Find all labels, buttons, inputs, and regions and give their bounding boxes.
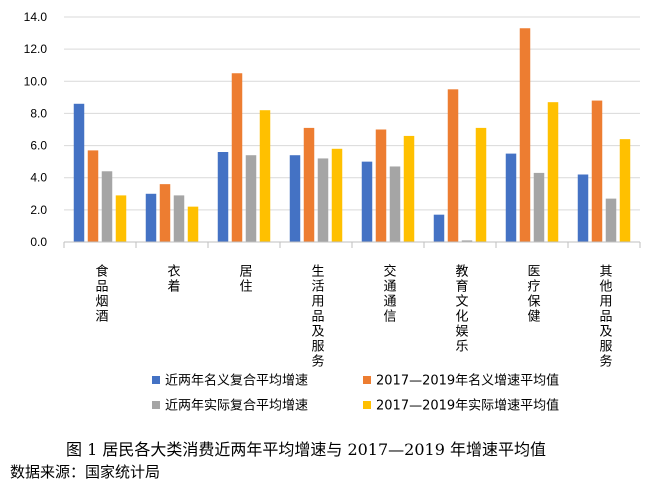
bar: [331, 148, 343, 242]
bar: [303, 127, 315, 242]
bar: [461, 240, 473, 242]
x-category-label: 居住: [237, 264, 253, 294]
x-category-label: 医疗保健: [525, 264, 541, 324]
bar-chart: 0.0 2.0 4.0 6.0 8.0 10.0 12.0 14.0 食品烟酒 衣着 居住 生活用品…: [24, 10, 641, 414]
bar: [547, 102, 559, 242]
y-axis: 0.0 2.0 4.0 6.0 8.0 10.0 12.0 14.0: [24, 10, 48, 249]
y-tick-label: 4.0: [30, 171, 47, 185]
bar: [577, 174, 589, 242]
y-tick-label: 10.0: [24, 74, 48, 88]
x-category-label: 生活用品及服务: [309, 264, 325, 369]
y-tick-label: 2.0: [30, 203, 47, 217]
bar: [475, 127, 487, 242]
y-tick-label: 0.0: [30, 235, 47, 249]
legend-swatch: [363, 401, 371, 409]
x-axis: 食品烟酒 衣着 居住 生活用品及服务 交通通信 教育文化娱乐 医疗保健 其他用品及服务: [63, 241, 641, 369]
bar: [447, 89, 459, 242]
bar: [361, 161, 373, 242]
bar: [101, 171, 113, 242]
bar: [145, 193, 157, 242]
bar: [159, 184, 171, 242]
bar: [533, 172, 545, 242]
bar: [505, 153, 517, 242]
x-category-label: 食品烟酒: [93, 263, 109, 324]
legend-swatch: [152, 376, 160, 384]
legend-swatch: [363, 376, 371, 384]
bar: [73, 103, 85, 243]
bar: [173, 195, 185, 242]
bar: [375, 129, 387, 242]
bar: [605, 198, 617, 242]
x-category-label: 衣着: [165, 263, 181, 294]
data-source: 数据来源：国家统计局: [10, 463, 161, 481]
figure-caption: 图 1 居民各大类消费近两年平均增速与 2017—2019 年增速平均值: [66, 440, 546, 459]
y-tick-label: 12.0: [24, 42, 48, 56]
bar: [317, 158, 329, 242]
bar: [519, 28, 531, 242]
bar: [115, 195, 127, 242]
bar: [619, 139, 631, 242]
y-tick-label: 6.0: [30, 139, 47, 153]
bar: [289, 155, 301, 242]
x-category-label: 其他用品及服务: [597, 264, 613, 369]
bar: [389, 166, 401, 242]
x-category-label: 教育文化娱乐: [453, 263, 469, 354]
legend-label: 2017—2019年实际增速平均值: [376, 398, 559, 414]
bars: [73, 28, 631, 243]
bar: [245, 155, 257, 242]
bar: [87, 150, 99, 242]
bar: [259, 110, 271, 242]
bar: [433, 214, 445, 242]
legend-label: 近两年实际复合平均增速: [165, 399, 308, 414]
legend-label: 2017—2019年名义增速平均值: [376, 373, 559, 389]
bar: [217, 152, 229, 242]
y-tick-label: 14.0: [24, 10, 48, 24]
legend-swatch: [152, 401, 160, 409]
legend-label: 近两年名义复合平均增速: [165, 373, 308, 389]
bar: [591, 100, 603, 242]
y-tick-label: 8.0: [30, 106, 47, 120]
bar: [231, 73, 243, 242]
x-category-label: 交通通信: [381, 263, 397, 324]
bar: [403, 135, 415, 242]
bar: [187, 206, 199, 242]
